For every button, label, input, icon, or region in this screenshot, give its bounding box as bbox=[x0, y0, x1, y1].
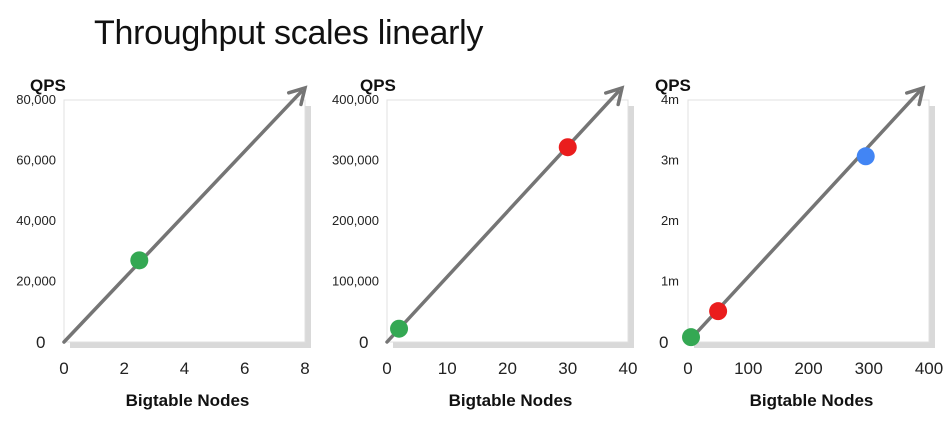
chart-2-data-point bbox=[390, 319, 409, 338]
chart-3-trend-line bbox=[686, 90, 921, 344]
chart-3-x-tick-label: 100 bbox=[734, 359, 762, 378]
chart-2-x-tick-label: 30 bbox=[558, 359, 577, 378]
chart-2-trend-line bbox=[385, 90, 620, 344]
chart-2-x-tick-label: 10 bbox=[438, 359, 457, 378]
chart-3-data-point bbox=[682, 328, 701, 347]
chart-1-x-axis-title: Bigtable Nodes bbox=[126, 391, 250, 410]
chart-2-y-tick-label: 100,000 bbox=[332, 274, 379, 289]
chart-3-x-tick-label: 300 bbox=[855, 359, 883, 378]
chart-2-y-tick-label: 400,000 bbox=[332, 92, 379, 107]
chart-1-y-tick-label: 0 bbox=[36, 333, 45, 352]
chart-1-x-tick-label: 6 bbox=[240, 359, 249, 378]
chart-1-trend-line bbox=[62, 90, 303, 344]
chart-3-plot-frame bbox=[687, 99, 930, 343]
chart-2-x-tick-label: 20 bbox=[498, 359, 517, 378]
chart-2-y-axis-title: QPS bbox=[360, 76, 396, 95]
page-title: Throughput scales linearly bbox=[94, 14, 484, 52]
chart-3-y-tick-label: 4m bbox=[661, 92, 679, 107]
chart-3-data-point bbox=[709, 302, 728, 321]
chart-2-x-tick-label: 0 bbox=[382, 359, 391, 378]
chart-3-x-tick-label: 400 bbox=[915, 359, 943, 378]
chart-1-y-axis-title: QPS bbox=[30, 76, 66, 95]
chart-1-data-point bbox=[130, 251, 149, 270]
chart-3-y-axis-title: QPS bbox=[655, 76, 691, 95]
chart-3-x-axis-title: Bigtable Nodes bbox=[750, 391, 874, 410]
chart-1-x-tick-label: 8 bbox=[300, 359, 309, 378]
chart-3-data-point bbox=[856, 147, 875, 166]
chart-2-x-tick-label: 40 bbox=[619, 359, 638, 378]
chart-3-x-tick-label: 0 bbox=[683, 359, 692, 378]
chart-2-y-tick-label: 200,000 bbox=[332, 213, 379, 228]
chart-1-x-tick-label: 0 bbox=[59, 359, 68, 378]
chart-3-y-tick-label: 1m bbox=[661, 274, 679, 289]
chart-3-y-tick-label: 2m bbox=[661, 213, 679, 228]
chart-3-x-tick-label: 200 bbox=[794, 359, 822, 378]
chart-1-y-tick-label: 20,000 bbox=[16, 274, 56, 289]
chart-2-trend-arrowhead bbox=[604, 85, 625, 107]
chart-3-y-tick-label: 0 bbox=[659, 333, 668, 352]
chart-1-y-tick-label: 40,000 bbox=[16, 213, 56, 228]
chart-2-y-tick-label: 0 bbox=[359, 333, 368, 352]
chart-3-y-tick-label: 3m bbox=[661, 153, 679, 168]
chart-1-y-tick-label: 80,000 bbox=[16, 92, 56, 107]
chart-2-data-point bbox=[558, 138, 577, 157]
chart-2-plot-frame bbox=[386, 99, 629, 343]
chart-2-y-tick-label: 300,000 bbox=[332, 153, 379, 168]
chart-2-x-axis-title: Bigtable Nodes bbox=[449, 391, 573, 410]
chart-1-x-tick-label: 4 bbox=[180, 359, 189, 378]
chart-1-trend-arrowhead bbox=[286, 85, 308, 107]
chart-1-x-tick-label: 2 bbox=[120, 359, 129, 378]
chart-3-trend-arrowhead bbox=[905, 85, 926, 107]
chart-1-y-tick-label: 60,000 bbox=[16, 153, 56, 168]
